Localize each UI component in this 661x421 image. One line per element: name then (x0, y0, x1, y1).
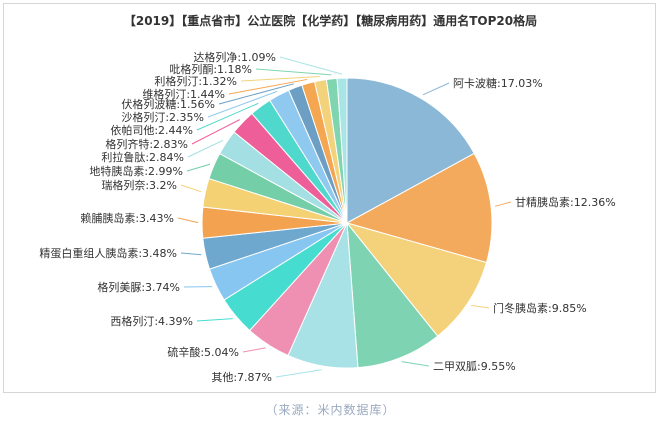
slice-label: 地特胰岛素:2.99% (89, 164, 183, 178)
leader-line (494, 201, 512, 207)
leader-line (255, 68, 332, 76)
slice-label: 伏格列波糖:1.56% (121, 97, 215, 111)
slice-label: 沙格列汀:2.35% (121, 110, 204, 124)
slice-label: 格列美脲:3.74% (97, 280, 180, 294)
leader-line (177, 217, 199, 224)
slice-label: 其他:7.87% (211, 371, 272, 384)
leader-line (275, 369, 322, 378)
slice-label: 硫辛酸:5.04% (167, 345, 239, 359)
slice-label: 二甲双胍:9.55% (433, 359, 516, 373)
slice-label: 甘精胰岛素:12.36% (515, 195, 616, 209)
source-note: （来源：米内数据库） (265, 403, 396, 417)
pie-slice (345, 152, 493, 264)
slice-label: 维格列汀:1.44% (142, 87, 225, 101)
leader-line (196, 318, 233, 322)
slice-label: 赖脯胰岛素:3.43% (80, 211, 174, 225)
slice-label: 西格列汀:4.39% (110, 314, 193, 328)
leader-line (191, 119, 240, 145)
leader-line (228, 78, 308, 95)
slice-label: 格列齐特:2.83% (105, 137, 188, 151)
slice-label: 吡格列酮:1.18% (169, 62, 252, 76)
chart-title: 【2019】【重点省市】公立医院【化学药】【糖尿病用药】通用名TOP20格局 (123, 14, 538, 28)
slice-label: 达格列净:1.09% (193, 50, 276, 64)
slice-label: 阿卡波糖:17.03% (453, 76, 543, 90)
leader-line (186, 163, 211, 172)
slice-label: 依帕司他:2.44% (110, 123, 193, 137)
leader-line (180, 252, 202, 256)
pie-slice (336, 77, 348, 224)
leader-line (187, 139, 224, 158)
leader-line (240, 76, 320, 82)
slice-label: 利格列汀:1.32% (154, 74, 237, 88)
slice-label: 利拉鲁肽:2.84% (101, 150, 184, 164)
pie-slice (345, 222, 488, 337)
leader-line (422, 82, 450, 96)
leader-line (279, 56, 343, 75)
slice-label: 门冬胰岛素:9.85% (493, 301, 587, 315)
pie-slice (346, 221, 439, 369)
leader-line (471, 304, 490, 309)
leader-line (207, 90, 278, 118)
leader-line (218, 83, 294, 105)
slice-label: 精蛋白重组人胰岛素:3.48% (39, 246, 177, 260)
leader-line (242, 347, 266, 353)
leader-line (196, 102, 259, 131)
leader-line (180, 184, 202, 193)
pie-slice (346, 77, 475, 224)
slice-label: 瑞格列奈:3.2% (101, 178, 177, 192)
leader-line (401, 361, 430, 367)
